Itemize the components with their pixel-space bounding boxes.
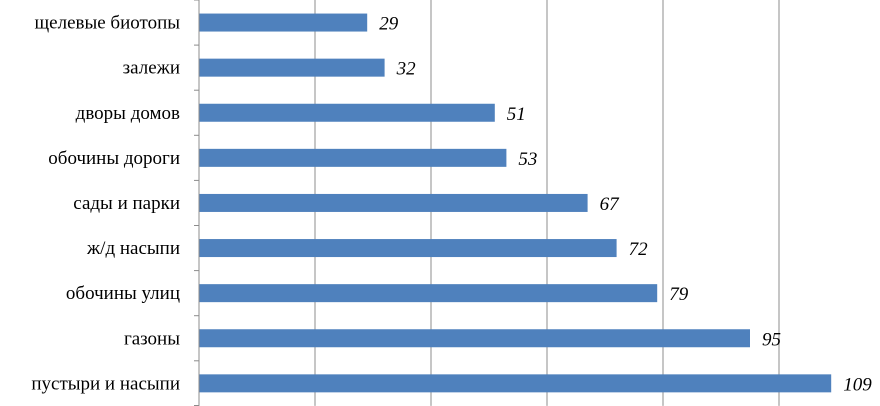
data-label: 67 <box>600 194 621 215</box>
data-label: 95 <box>762 329 781 350</box>
category-axis <box>194 0 200 406</box>
bars <box>199 13 832 393</box>
data-label: 79 <box>669 284 689 305</box>
category-label: газоны <box>124 328 180 349</box>
bar <box>199 103 495 122</box>
labels: щелевые биотопы 29 залежи 32 дворы домов 51 об… <box>31 13 872 396</box>
bar <box>199 13 368 32</box>
bar <box>199 58 385 77</box>
bar <box>199 329 750 348</box>
data-label: 29 <box>379 14 399 35</box>
bar <box>199 239 617 258</box>
data-label: 53 <box>518 149 537 170</box>
bar <box>199 148 507 167</box>
category-label: ж/д насыпи <box>86 238 180 259</box>
bar <box>199 193 588 212</box>
data-label: 72 <box>629 239 649 260</box>
category-label: сады и парки <box>73 193 180 214</box>
category-label: обочины дороги <box>48 148 180 169</box>
category-label: щелевые биотопы <box>35 13 181 34</box>
data-label: 51 <box>507 104 526 125</box>
category-label: обочины улиц <box>66 283 180 304</box>
data-label: 32 <box>396 59 417 80</box>
data-label: 109 <box>843 374 872 395</box>
category-label: залежи <box>123 58 180 79</box>
category-label: пустыри и насыпи <box>31 373 180 394</box>
bar <box>199 284 658 303</box>
category-label: дворы домов <box>76 103 180 124</box>
bar <box>199 374 832 393</box>
